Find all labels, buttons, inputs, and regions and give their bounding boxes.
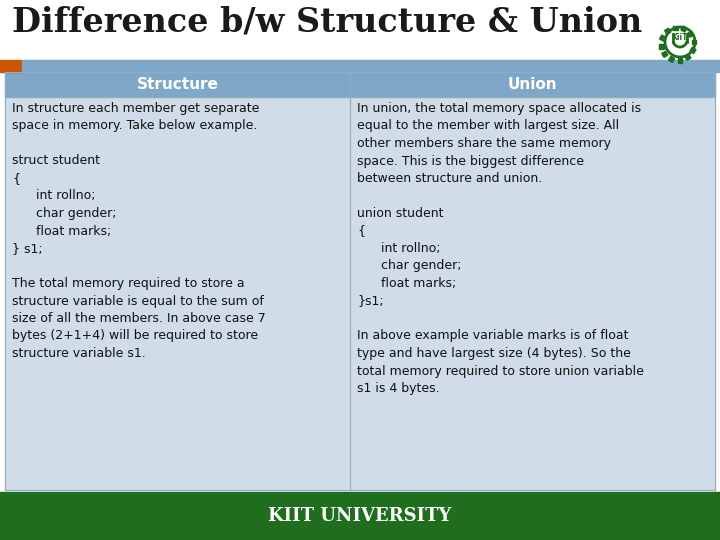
Text: Difference b/w Structure & Union: Difference b/w Structure & Union — [12, 5, 642, 38]
Bar — [660, 35, 665, 41]
Bar — [660, 44, 664, 49]
Bar — [692, 40, 696, 44]
Text: In structure each member get separate
space in memory. Take below example.

stru: In structure each member get separate sp… — [12, 102, 266, 360]
Bar — [5, 97, 350, 490]
Text: KIIT UNIVERSITY: KIIT UNIVERSITY — [269, 507, 451, 525]
Text: Union: Union — [508, 77, 557, 92]
Bar — [5, 72, 350, 97]
Bar — [690, 48, 696, 53]
Circle shape — [667, 29, 693, 55]
Bar — [678, 58, 683, 63]
Bar — [0, 60, 22, 72]
Text: Structure: Structure — [137, 77, 218, 92]
Text: KiiT: KiiT — [672, 32, 688, 42]
Bar — [662, 51, 668, 57]
Bar — [350, 72, 715, 97]
Bar — [350, 97, 715, 490]
Bar — [681, 26, 687, 32]
Text: In union, the total memory space allocated is
equal to the member with largest s: In union, the total memory space allocat… — [357, 102, 644, 395]
Bar — [688, 31, 694, 37]
Bar — [685, 54, 691, 60]
Bar — [668, 56, 675, 63]
Bar — [673, 26, 678, 30]
Bar — [0, 492, 720, 540]
Bar — [665, 28, 671, 35]
Bar — [22, 60, 720, 72]
